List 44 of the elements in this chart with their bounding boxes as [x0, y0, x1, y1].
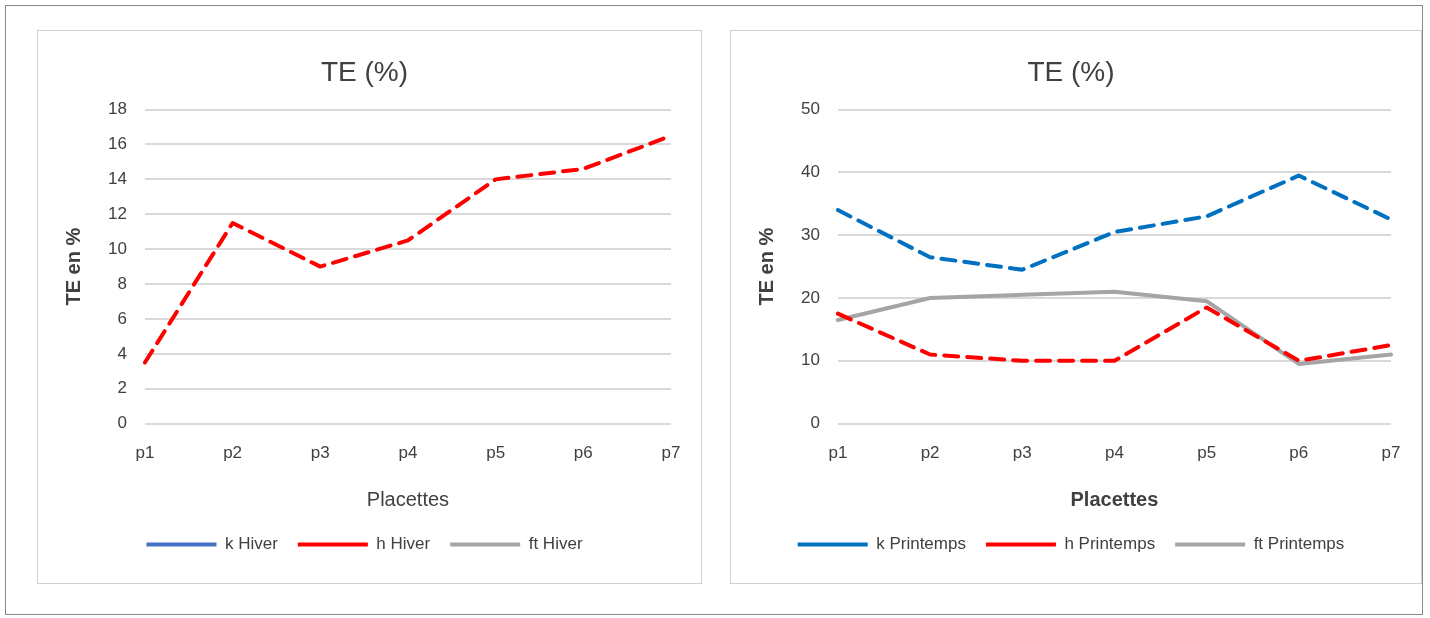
y-tick-label: 12 [107, 203, 127, 223]
line-series [835, 305, 1393, 363]
y-tick-label: 6 [117, 308, 127, 328]
y-tick-label: 20 [800, 287, 820, 307]
legend-label: ft Hiver [528, 534, 583, 554]
y-tick-label: 8 [117, 273, 127, 293]
y-tick-label: 4 [117, 343, 127, 363]
x-tick-label: p4 [1104, 443, 1124, 463]
legend-label: h Hiver [376, 534, 431, 554]
x-tick-label: p6 [1289, 443, 1309, 463]
x-tick-label: p7 [661, 443, 681, 463]
y-tick-label: 0 [810, 413, 820, 433]
y-tick-label: 2 [117, 378, 127, 398]
x-tick-label: p2 [223, 443, 243, 463]
y-tick-label: 40 [800, 162, 820, 182]
x-tick-label: p6 [573, 443, 593, 463]
x-axis-title: Placettes [366, 487, 450, 510]
chart-title: TE (%) [1027, 55, 1115, 87]
x-axis-title: Placettes [1070, 487, 1159, 510]
y-tick-label: 16 [107, 134, 127, 154]
legend-label: k Printemps [876, 534, 966, 554]
y-tick-label: 50 [800, 99, 820, 119]
y-tick-label: 10 [107, 238, 127, 258]
line-series [835, 173, 1393, 272]
x-tick-label: p3 [310, 443, 330, 463]
x-tick-label: p3 [1012, 443, 1032, 463]
y-tick-label: 14 [107, 169, 127, 189]
legend-label: h Printemps [1064, 534, 1156, 554]
x-tick-label: p7 [1381, 443, 1401, 463]
x-tick-label: p5 [486, 443, 506, 463]
y-axis-title: TE en % [754, 227, 777, 306]
legend-label: ft Printemps [1253, 534, 1345, 554]
y-tick-label: 0 [117, 413, 127, 433]
y-tick-label: 18 [107, 99, 127, 119]
chart-title: TE (%) [320, 55, 409, 87]
y-tick-label: 10 [800, 350, 820, 370]
x-tick-label: p2 [920, 443, 940, 463]
y-tick-label: 30 [800, 224, 820, 244]
x-tick-label: p1 [135, 443, 155, 463]
x-tick-label: p4 [398, 443, 418, 463]
x-tick-label: p1 [828, 443, 848, 463]
legend-label: k Hiver [224, 534, 279, 554]
x-tick-label: p5 [1197, 443, 1217, 463]
y-axis-title: TE en % [61, 227, 84, 306]
